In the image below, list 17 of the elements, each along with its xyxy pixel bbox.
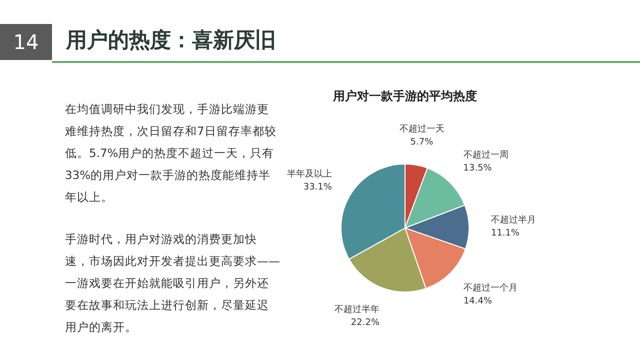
- data-label: 33.1%: [303, 182, 332, 192]
- data-label: 14.4%: [463, 296, 493, 306]
- slice-label: 不超过半年: [334, 304, 380, 315]
- slice-label: 不超过半月: [490, 214, 536, 226]
- text: 手游时代，用户对游戏的消费更加快速，市场因此对开发者提出更高要求——一游戏要在开始就能吸引用户，另外还要在故事和玩法上进行创新，尽量延迟用户的离开。: [65, 231, 280, 336]
- chart-subtitle: 用户对一款手游的平均热度: [332, 89, 477, 103]
- data-label: 11.1%: [490, 228, 520, 239]
- chart-title: 用户的热度：喜新厌旧: [66, 27, 276, 54]
- text: 在均值调研中我们发现，手游比端游更难维持热度，次日留存和7日留存率都较低。5.7%用户的热度不超过一天，只有33%的用户对一款手游的热度能维持半年以上。: [65, 101, 278, 206]
- slice-label: 不超过一天: [399, 124, 444, 135]
- slice-label: 半年及以上: [286, 168, 332, 180]
- slice-label: 不超过一个月: [463, 282, 518, 294]
- data-label: 22.2%: [350, 318, 380, 328]
- data-label: 13.5%: [463, 163, 492, 174]
- text: 14: [0, 24, 52, 60]
- data-label: 5.7%: [410, 138, 434, 148]
- slice-label: 不超过一周: [463, 149, 508, 160]
